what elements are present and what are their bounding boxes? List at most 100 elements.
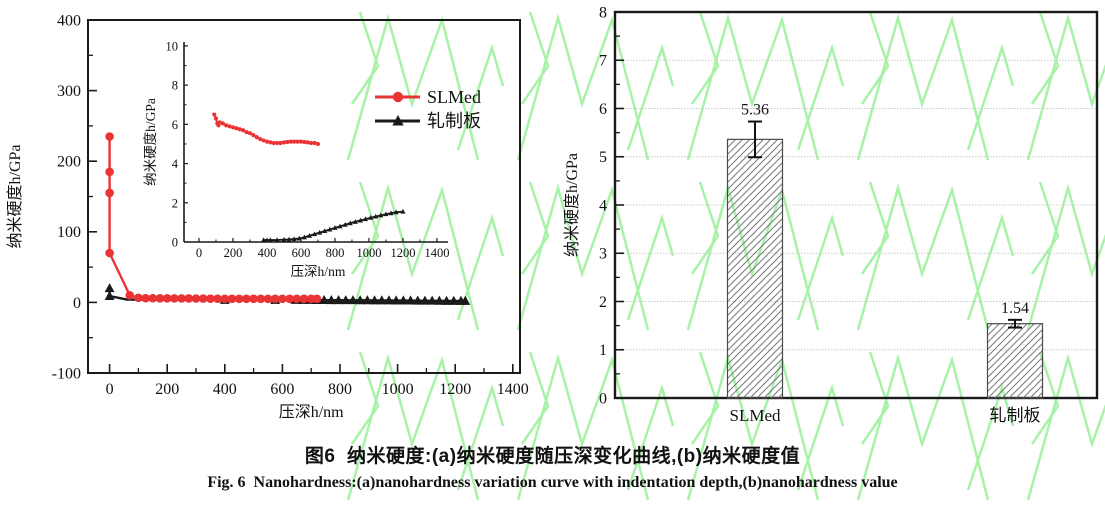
inset-series-marker-轧制板 <box>281 236 287 242</box>
series-marker-SLMed <box>198 294 208 303</box>
series-marker-SLMed <box>312 294 322 304</box>
x-tick-label: 200 <box>155 381 179 398</box>
inset-x-tick-label: 800 <box>326 246 345 260</box>
inset-series-marker-SLMed <box>264 139 270 144</box>
series-marker-SLMed <box>141 293 150 303</box>
x-tick-label: 0 <box>106 381 114 398</box>
x-tick-label: 1200 <box>439 381 471 398</box>
inset-series-marker-轧制板 <box>267 237 273 243</box>
series-marker-SLMed <box>105 188 114 198</box>
x-tick-label: 800 <box>328 381 352 398</box>
x-axis-label: 压深h/nm <box>279 403 344 421</box>
series-marker-SLMed <box>227 294 237 304</box>
series-line-SLMed <box>108 136 317 300</box>
x-tick-label: 600 <box>270 381 294 398</box>
y-tick-label: -100 <box>52 365 81 382</box>
inset-x-tick-label: 200 <box>224 246 243 260</box>
inset-x-tick-label: 0 <box>196 246 202 260</box>
y-tick-label: 5 <box>599 149 607 166</box>
inset-series-marker-SLMed <box>251 133 256 138</box>
series-marker-SLMed <box>256 294 266 304</box>
inset-series-marker-SLMed <box>271 140 276 146</box>
inset-series-marker-SLMed <box>230 125 236 130</box>
x-tick-label: 1000 <box>382 381 414 398</box>
inset-series-marker-轧制板 <box>332 225 338 230</box>
inset-series-marker-SLMed <box>244 130 249 135</box>
inset-series-line-SLMed <box>213 114 319 145</box>
series-marker-SLMed <box>148 293 158 303</box>
series-marker-SLMed <box>263 294 273 304</box>
inset-series-marker-轧制板 <box>260 237 267 243</box>
series-marker-轧制板 <box>326 295 337 305</box>
inset-series-marker-SLMed <box>234 126 239 131</box>
inset-series-marker-SLMed <box>275 140 280 146</box>
caption-english: Fig. 6 Nanohardness:(a)nanohardness vari… <box>207 474 898 491</box>
series-marker-SLMed <box>125 291 135 300</box>
inset-series-marker-SLMed <box>281 140 287 145</box>
inset-series-marker-轧制板 <box>322 228 328 234</box>
series-marker-SLMed <box>155 294 165 303</box>
inset-series-marker-SLMed <box>278 140 283 146</box>
series-marker-SLMed <box>134 293 143 303</box>
legend-marker-SLMed <box>392 91 404 103</box>
y-tick-label: 3 <box>599 246 607 263</box>
value-label-轧制板: 1.54 <box>1001 300 1029 317</box>
series-marker-SLMed <box>278 294 287 304</box>
inset-series-marker-SLMed <box>241 128 246 133</box>
inset-y-tick-label: 0 <box>172 236 178 250</box>
bar-SLMed <box>726 138 784 399</box>
y-tick-label: 0 <box>599 390 607 407</box>
series-marker-SLMed <box>242 294 251 304</box>
x-tick-label: 1400 <box>497 381 529 398</box>
inset-series-marker-轧制板 <box>274 237 280 243</box>
inset-series-marker-轧制板 <box>286 236 292 242</box>
inset-series-marker-轧制板 <box>311 231 318 237</box>
inset-series-marker-SLMed <box>309 140 314 146</box>
chart-a-nanohardness-vs-depth: 0 200 400 600 800 1000 1200 1400-10001002003004… <box>6 12 529 421</box>
series-marker-SLMed <box>234 294 244 304</box>
inset-y-tick-label: 2 <box>172 196 178 210</box>
inset-x-axis-label: 压深h/nm <box>291 264 346 279</box>
series-marker-轧制板 <box>319 294 330 305</box>
series-marker-SLMed <box>105 132 114 141</box>
inset-series-marker-SLMed <box>212 112 217 117</box>
y-tick-label: 200 <box>57 154 81 171</box>
category-label-SLMed: SLMed <box>730 406 782 425</box>
inset-series-marker-SLMed <box>302 139 307 145</box>
series-marker-SLMed <box>285 294 294 304</box>
y-axis-label: 纳米硬度h/GPa <box>6 144 24 248</box>
inset-x-tick-label: 1200 <box>390 246 415 260</box>
inset-series-marker-SLMed <box>288 139 293 144</box>
series-marker-SLMed <box>206 294 215 303</box>
inset-series-marker-轧制板 <box>291 236 297 242</box>
category-label-轧制板: 轧制板 <box>990 406 1041 425</box>
inset-series-marker-轧制板 <box>327 226 333 232</box>
inset-series-marker-轧制板 <box>317 229 323 235</box>
series-marker-SLMed <box>177 294 186 303</box>
series-marker-SLMed <box>184 294 194 303</box>
y-tick-label: 2 <box>599 294 607 311</box>
inset-x-tick-label: 400 <box>258 246 277 260</box>
plot-border <box>87 19 521 374</box>
series-marker-SLMed <box>292 294 302 304</box>
inset-series-marker-SLMed <box>315 141 321 147</box>
y-tick-label: 1 <box>599 342 607 359</box>
inset-y-tick-label: 10 <box>166 39 179 53</box>
inset-series-marker-SLMed <box>254 134 259 140</box>
chart-b-nanohardness-bars: 0 1 2 3 4 5 6 7 8 纳米硬度h/GPa 5.36 SLMed 1.54 轧制板 <box>563 4 1099 425</box>
series-marker-SLMed <box>220 294 230 304</box>
inset-y-tick-label: 4 <box>172 157 179 171</box>
series-marker-SLMed <box>105 167 114 177</box>
inset-series-marker-SLMed <box>227 124 232 129</box>
inset-series-marker-SLMed <box>213 116 219 121</box>
inset-series-marker-SLMed <box>292 139 297 144</box>
inset-x-tick-label: 1400 <box>424 246 449 260</box>
legend-label-SLMed: SLMed <box>427 87 481 107</box>
inset-series-marker-SLMed <box>305 140 310 145</box>
y-tick-label: 400 <box>57 12 81 29</box>
legend-label-轧制板: 轧制板 <box>427 111 481 131</box>
inset-y-tick-label: 6 <box>172 118 178 132</box>
series-marker-SLMed <box>191 294 201 303</box>
inset-series-marker-SLMed <box>247 131 253 136</box>
